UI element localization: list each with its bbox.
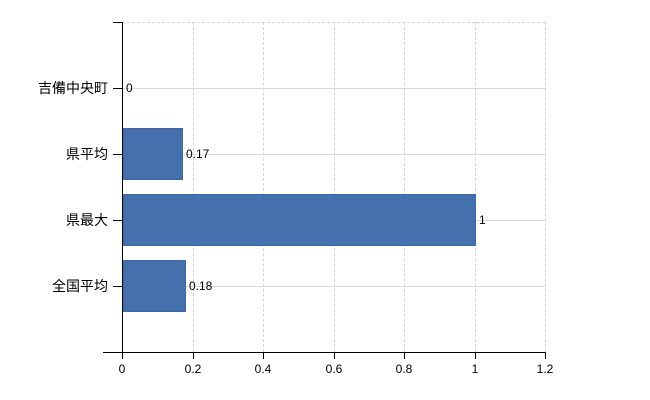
y-axis-tick xyxy=(113,154,122,155)
gridline-horizontal xyxy=(122,286,545,287)
bar-value-label: 0.18 xyxy=(189,279,213,293)
x-axis-line xyxy=(103,352,546,353)
x-axis-tick xyxy=(404,352,405,359)
category-label: 全国平均 xyxy=(52,278,108,294)
gridline-vertical xyxy=(193,22,194,352)
y-axis-tick xyxy=(113,220,122,221)
category-label: 県最大 xyxy=(66,212,108,228)
bar-value-label: 0 xyxy=(126,81,133,95)
y-axis-top-tick xyxy=(113,22,122,23)
bar xyxy=(123,194,476,246)
gridline-horizontal xyxy=(122,88,545,89)
x-tick-label: 0.4 xyxy=(254,362,272,376)
x-axis-tick xyxy=(263,352,264,359)
gridline-horizontal xyxy=(122,154,545,155)
plot-top-gridline xyxy=(122,22,545,23)
x-axis-tick xyxy=(545,352,546,359)
x-tick-label: 1 xyxy=(471,362,479,376)
bar xyxy=(123,128,183,180)
bar xyxy=(123,260,186,312)
y-axis-tick xyxy=(113,88,122,89)
bar-value-label: 1 xyxy=(479,213,486,227)
gridline-vertical xyxy=(263,22,264,352)
category-label: 県平均 xyxy=(66,146,108,162)
x-tick-label: 0 xyxy=(118,362,126,376)
x-axis-tick xyxy=(122,352,123,359)
x-tick-label: 1.2 xyxy=(536,362,554,376)
gridline-vertical xyxy=(545,22,546,352)
gridline-vertical xyxy=(404,22,405,352)
gridline-vertical xyxy=(334,22,335,352)
x-axis-tick xyxy=(475,352,476,359)
y-axis-tick xyxy=(113,286,122,287)
y-axis-line xyxy=(122,22,123,359)
x-tick-label: 0.8 xyxy=(395,362,413,376)
x-axis-tick xyxy=(334,352,335,359)
category-label: 吉備中央町 xyxy=(38,80,108,96)
x-tick-label: 0.2 xyxy=(184,362,202,376)
x-axis-tick xyxy=(193,352,194,359)
bar-value-label: 0.17 xyxy=(186,147,210,161)
gridline-vertical xyxy=(475,22,476,352)
x-tick-label: 0.6 xyxy=(325,362,343,376)
